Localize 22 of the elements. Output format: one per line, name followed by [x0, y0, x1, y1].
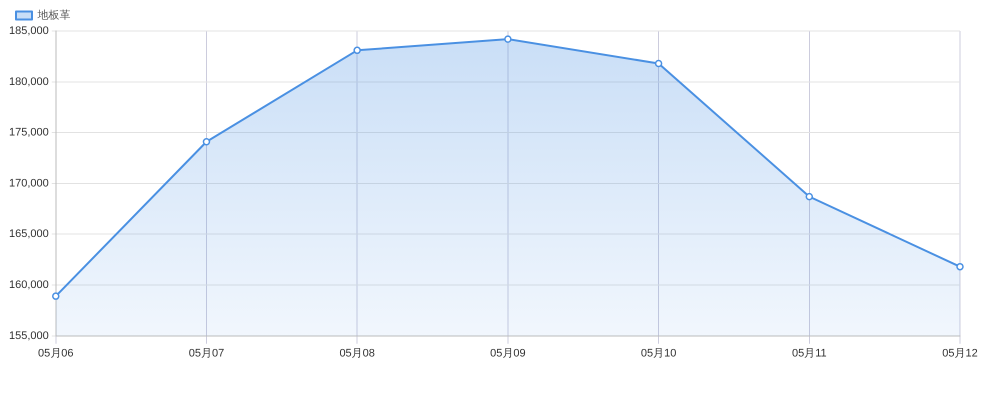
point	[52, 292, 60, 300]
point	[806, 192, 814, 200]
y-tick-label: 160,000	[8, 279, 49, 292]
y-tick-label: 180,000	[8, 76, 49, 88]
point	[654, 60, 662, 68]
point	[202, 138, 210, 146]
point	[353, 46, 361, 54]
x-tick-label: 05月07	[188, 347, 224, 360]
x-tick-label: 05月12	[942, 347, 978, 360]
y-tick-label: 185,000	[8, 25, 49, 38]
x-tick-label: 05月09	[490, 347, 526, 360]
y-tick-label: 170,000	[8, 177, 49, 190]
y-tick-label: 165,000	[8, 228, 49, 240]
x-tick-label: 05月11	[792, 347, 827, 360]
point	[956, 262, 964, 270]
y-tick-label: 175,000	[8, 126, 49, 139]
x-tick-label: 05月08	[339, 347, 375, 360]
legend-label: 地板革	[36, 8, 70, 22]
x-tick-label: 05月06	[38, 347, 74, 360]
y-tick-label: 155,000	[8, 330, 49, 342]
point	[504, 35, 512, 43]
x-tick-label: 05月10	[640, 347, 676, 360]
